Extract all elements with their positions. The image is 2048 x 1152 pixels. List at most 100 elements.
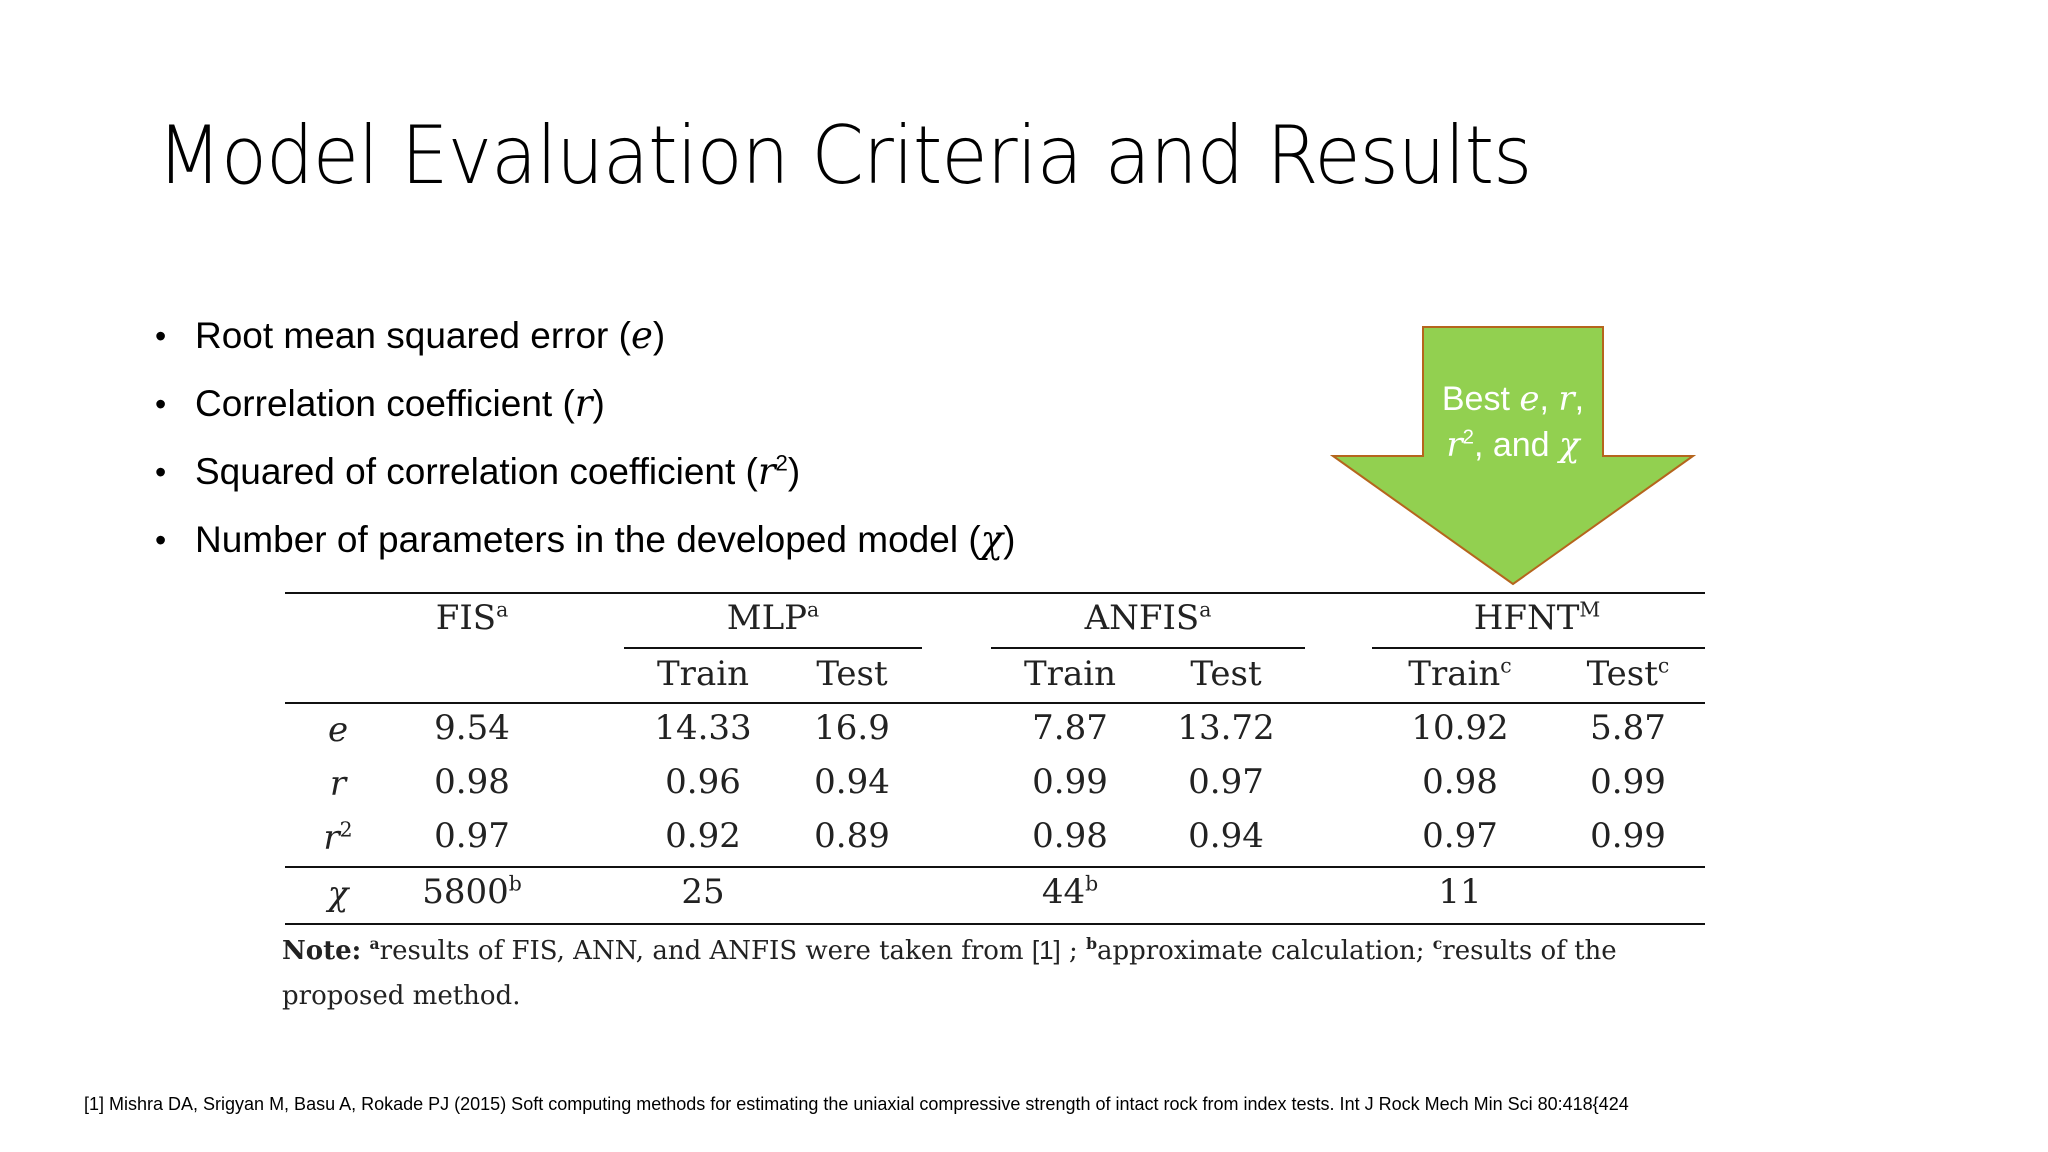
subheader-label: Train (1024, 654, 1116, 694)
math-symbol: r (1446, 425, 1463, 465)
table-cell: 16.9 (814, 708, 890, 748)
row-label-chi: χ (327, 874, 349, 914)
header-hfnt: HFNTM (1474, 598, 1601, 638)
table-cell: 0.98 (1422, 762, 1498, 802)
callout-text: Best (1441, 380, 1520, 418)
mlp-group-rule (624, 647, 922, 649)
bullet-dot-icon: • (155, 318, 167, 354)
table-cell: 0.99 (1590, 762, 1666, 802)
paren: ) (652, 315, 666, 356)
header-anfis: ANFISa (1085, 598, 1212, 638)
math-symbol: e (630, 314, 653, 357)
table-cell-anfis-chi: 44b (1042, 872, 1098, 912)
table-cell: 7.87 (1032, 708, 1108, 748)
criteria-list: • Root mean squared error (e) • Correlatio… (155, 308, 1015, 580)
row-label-sup: 2 (339, 817, 353, 842)
bullet-dot-icon: • (155, 522, 167, 558)
subheader-label: Test (816, 654, 888, 694)
math-symbol: r (1558, 379, 1575, 419)
table-cell: 14.33 (654, 708, 752, 748)
subheader-hfnt-train: Trainc (1408, 654, 1511, 694)
note-sup: a (369, 934, 380, 954)
cell-sup: b (1085, 871, 1099, 896)
hfnt-group-rule (1372, 647, 1705, 649)
table-cell: 0.97 (1422, 816, 1498, 856)
table-cell: 0.99 (1590, 816, 1666, 856)
math-symbol: e (1519, 379, 1540, 419)
bullet-text: Root mean squared error ( (195, 315, 631, 356)
bullet-r-squared: • Squared of correlation coefficient (r2) (155, 444, 1015, 512)
header-sup: a (807, 597, 820, 622)
table-cell: 0.94 (1188, 816, 1264, 856)
math-symbol: r (574, 382, 593, 425)
header-label: HFNT (1473, 598, 1580, 638)
row-label-e: e (327, 710, 349, 750)
row-label-r-squared: r2 (323, 818, 352, 858)
row-label: r (323, 818, 340, 858)
table-cell: 0.89 (814, 816, 890, 856)
header-label: ANFIS (1084, 598, 1200, 638)
cell-value: 44 (1041, 872, 1086, 912)
paren: ) (787, 451, 801, 492)
subheader-sup: c (1657, 653, 1670, 678)
bullet-correlation: • Correlation coefficient (r) (155, 376, 1015, 444)
math-symbol: r (757, 450, 776, 493)
callout-text: , and (1473, 426, 1560, 464)
paren: ) (592, 383, 605, 424)
table-cell: 9.54 (434, 708, 510, 748)
header-sup: M (1579, 597, 1601, 622)
table-cell: 10.92 (1411, 708, 1509, 748)
header-fis: FISa (436, 598, 509, 638)
paren: ) (1003, 519, 1016, 560)
subheader-label: Train (1408, 654, 1501, 694)
header-sup: a (496, 597, 509, 622)
table-note: Note: aresults of FIS, ANN, and ANFIS we… (282, 928, 1722, 1019)
table-cell: 0.98 (434, 762, 510, 802)
slide-title: Model Evaluation Criteria and Results (157, 109, 1532, 202)
table-cell: 0.98 (1032, 816, 1108, 856)
subheader-label: Test (1190, 654, 1262, 694)
citation-link[interactable]: [1] (1031, 935, 1061, 965)
reference-footnote: [1] Mishra DA, Srigyan M, Basu A, Rokade… (84, 1094, 1629, 1114)
math-superscript: 2 (775, 450, 788, 476)
bullet-parameters: • Number of parameters in the developed m… (155, 512, 1015, 580)
cell-sup: b (508, 871, 522, 896)
table-cell: 0.96 (665, 762, 741, 802)
note-sup: c (1432, 934, 1443, 954)
table-cell: 5.87 (1590, 708, 1666, 748)
table-bottom-rule (285, 923, 1705, 925)
subheader-mlp-test: Test (816, 654, 887, 694)
bullet-rmse: • Root mean squared error (e) (155, 308, 1015, 376)
note-text: results of FIS, ANN, and ANFIS were take… (379, 936, 1024, 966)
subheader-mlp-train: Train (657, 654, 749, 694)
table-cell: 13.72 (1177, 708, 1275, 748)
subheader-label: Train (657, 654, 749, 694)
header-label: FIS (435, 598, 497, 638)
table-cell: 0.92 (665, 816, 741, 856)
bullet-text: Number of parameters in the developed mo… (195, 519, 981, 560)
subheader-sup: c (1500, 653, 1512, 678)
math-superscript: 2 (1462, 426, 1474, 449)
anfis-group-rule (991, 647, 1305, 649)
math-symbol: χ (980, 518, 1004, 561)
callout-text: , (1539, 380, 1559, 418)
note-sup: b (1086, 934, 1097, 954)
bullet-dot-icon: • (155, 386, 167, 422)
row-label-r: r (329, 764, 347, 804)
table-cell: 0.94 (814, 762, 890, 802)
subheader-anfis-train: Train (1024, 654, 1116, 694)
subheader-anfis-test: Test (1190, 654, 1261, 694)
table-cell-mlp-chi: 25 (681, 872, 725, 912)
header-label: MLP (726, 598, 808, 638)
subheader-hfnt-test: Testc (1587, 654, 1670, 694)
down-arrow-icon (1330, 326, 1696, 586)
table-top-rule (285, 592, 1705, 594)
table-cell: 0.97 (1188, 762, 1264, 802)
note-text: approximate calculation; (1096, 936, 1433, 966)
table-cell: 0.97 (434, 816, 510, 856)
callout-text: , (1574, 380, 1585, 418)
header-bottom-rule (285, 702, 1705, 704)
subheader-label: Test (1586, 654, 1658, 694)
note-text: ; (1060, 936, 1087, 966)
bullet-dot-icon: • (155, 454, 167, 490)
